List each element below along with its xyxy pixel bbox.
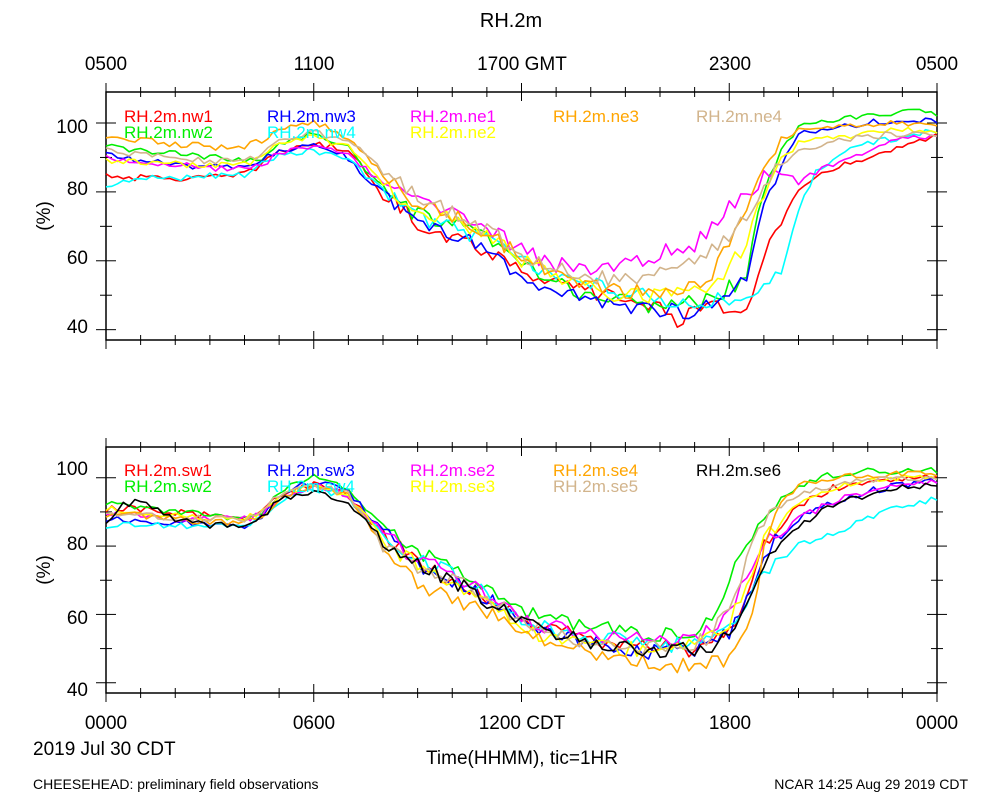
legend-entry-rh-2m-se3: RH.2m.se3 [410, 477, 495, 496]
footer-left: CHEESEHEAD: preliminary field observatio… [33, 776, 319, 792]
panel-top-ytick-80: 80 [67, 179, 88, 200]
legend-entry-rh-2m-nw2: RH.2m.nw2 [124, 123, 213, 142]
series-line-rh-2m-sw2 [105, 466, 938, 642]
legend-entry-rh-2m-sw4: RH.2m.sw4 [267, 477, 355, 496]
panel-bottom-ytick-40: 40 [67, 680, 88, 701]
panel-bottom: 100 80 60 40 (%) RH.2m.sw1RH.2m.sw2RH.2m… [34, 438, 947, 702]
series-line-rh-2m-nw3 [105, 117, 938, 320]
panel-bottom-ytick-100: 100 [56, 459, 88, 480]
panel-top: 100 80 60 40 (%) RH.2m.nw1RH.2m.nw2RH.2m… [34, 83, 947, 349]
panel-bottom-ylabel: (%) [34, 555, 55, 585]
legend-entry-rh-2m-sw2: RH.2m.sw2 [124, 477, 212, 496]
legend-entry-rh-2m-se5: RH.2m.se5 [553, 477, 638, 496]
series-line-rh-2m-se6 [105, 482, 938, 659]
legend-entry-rh-2m-ne4: RH.2m.ne4 [696, 107, 782, 126]
bottom-axis-tick-1: 0600 [293, 713, 335, 734]
panel-top-ytick-100: 100 [56, 117, 88, 138]
top-axis-tick-4: 0500 [916, 54, 958, 75]
series-line-rh-2m-nw4 [105, 128, 938, 309]
panel-top-lines [105, 108, 938, 329]
bottom-axis-tick-3: 1800 [709, 713, 751, 734]
series-line-rh-2m-ne2 [105, 126, 938, 304]
legend-entry-rh-2m-ne1: RH.2m.ne1 [410, 107, 496, 126]
legend-entry-rh-2m-se2: RH.2m.se2 [410, 461, 495, 480]
panel-bottom-lines [105, 466, 938, 674]
legend-entry-rh-2m-nw1: RH.2m.nw1 [124, 107, 213, 126]
top-axis-tick-0: 0500 [85, 54, 127, 75]
series-line-rh-2m-se2 [105, 479, 938, 646]
legend-entry-rh-2m-sw3: RH.2m.sw3 [267, 461, 355, 480]
series-line-rh-2m-sw3 [105, 478, 938, 660]
footer-right: NCAR 14:25 Aug 29 2019 CDT [774, 776, 968, 792]
panel-bottom-frame [105, 446, 938, 694]
legend-entry-rh-2m-sw1: RH.2m.sw1 [124, 461, 212, 480]
panel-bottom-ytick-80: 80 [67, 534, 88, 555]
bottom-axis-tick-4: 0000 [916, 713, 958, 734]
legend-entry-rh-2m-nw4: RH.2m.nw4 [267, 123, 356, 142]
bottom-axis-tick-0: 0000 [85, 713, 127, 734]
series-line-rh-2m-ne3 [105, 119, 938, 300]
chart-title: RH.2m [480, 10, 542, 32]
bottom-axis-tick-2: 1200 CDT [479, 713, 566, 734]
series-line-rh-2m-sw4 [105, 487, 938, 654]
series-line-rh-2m-ne4 [105, 129, 938, 287]
series-line-rh-2m-nw1 [105, 132, 938, 329]
panel-bottom-ytick-60: 60 [67, 608, 88, 629]
panel-top-ylabel: (%) [34, 201, 55, 231]
top-axis-tick-2: 1700 GMT [477, 54, 567, 75]
legend-entry-rh-2m-ne2: RH.2m.ne2 [410, 123, 496, 142]
top-axis-tick-3: 2300 [709, 54, 751, 75]
legend-entry-rh-2m-ne3: RH.2m.ne3 [553, 107, 639, 126]
date-label: 2019 Jul 30 CDT [33, 739, 176, 760]
panel-top-ticks [96, 83, 947, 349]
series-line-rh-2m-se3 [105, 474, 938, 658]
panel-top-ytick-60: 60 [67, 248, 88, 269]
panel-bottom-ticks [96, 438, 947, 702]
legend-entry-rh-2m-se6: RH.2m.se6 [696, 461, 781, 480]
series-line-rh-2m-se4 [105, 470, 938, 674]
legend-entry-rh-2m-se4: RH.2m.se4 [553, 461, 638, 480]
top-axis-tick-1: 1100 [294, 54, 335, 75]
x-axis-label: Time(HHMM), tic=1HR [426, 748, 618, 769]
series-line-rh-2m-ne1 [105, 134, 938, 276]
panel-top-ytick-40: 40 [67, 317, 88, 338]
legend-entry-rh-2m-nw3: RH.2m.nw3 [267, 107, 356, 126]
